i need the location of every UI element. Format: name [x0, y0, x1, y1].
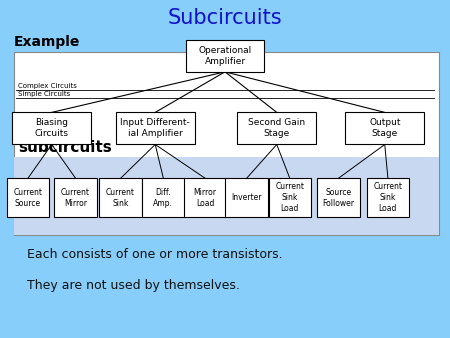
Text: Current
Mirror: Current Mirror — [61, 188, 90, 208]
Text: Current
Sink
Load: Current Sink Load — [374, 182, 402, 213]
Text: Each consists of one or more transistors.: Each consists of one or more transistors… — [27, 248, 283, 261]
Bar — [7, 178, 49, 217]
Bar — [142, 178, 184, 217]
Text: Inverter: Inverter — [231, 193, 262, 202]
Bar — [185, 40, 265, 72]
Text: Biasing
Circuits: Biasing Circuits — [35, 118, 69, 139]
Text: Current
Sink: Current Sink — [106, 188, 135, 208]
Bar — [367, 178, 409, 217]
Bar — [317, 178, 360, 217]
Text: Current
Source: Current Source — [14, 188, 42, 208]
Bar — [99, 178, 142, 217]
Bar — [225, 178, 268, 217]
Text: Second Gain
Stage: Second Gain Stage — [248, 118, 305, 139]
Text: Source
Follower: Source Follower — [322, 188, 355, 208]
Bar — [13, 112, 91, 145]
Text: Input Different-
ial Amplifier: Input Different- ial Amplifier — [121, 118, 190, 139]
Text: Diff.
Amp.: Diff. Amp. — [153, 188, 173, 208]
Bar — [14, 52, 439, 235]
Text: Simple Circuits: Simple Circuits — [18, 91, 70, 97]
Bar — [269, 178, 311, 217]
Text: They are not used by themselves.: They are not used by themselves. — [27, 279, 240, 292]
Text: subcircuits: subcircuits — [18, 141, 112, 155]
Bar — [238, 112, 316, 145]
Bar — [54, 178, 97, 217]
Bar — [346, 112, 424, 145]
Text: Mirror
Load: Mirror Load — [194, 188, 217, 208]
Text: Subcircuits: Subcircuits — [168, 8, 282, 28]
Text: Example: Example — [14, 35, 80, 49]
Text: Output
Stage: Output Stage — [369, 118, 400, 139]
Bar — [116, 112, 194, 145]
Bar — [184, 178, 226, 217]
Text: Operational
Amplifier: Operational Amplifier — [198, 46, 252, 66]
Text: Complex Circuits: Complex Circuits — [18, 82, 77, 89]
Bar — [14, 157, 439, 235]
Text: Current
Sink
Load: Current Sink Load — [275, 182, 304, 213]
